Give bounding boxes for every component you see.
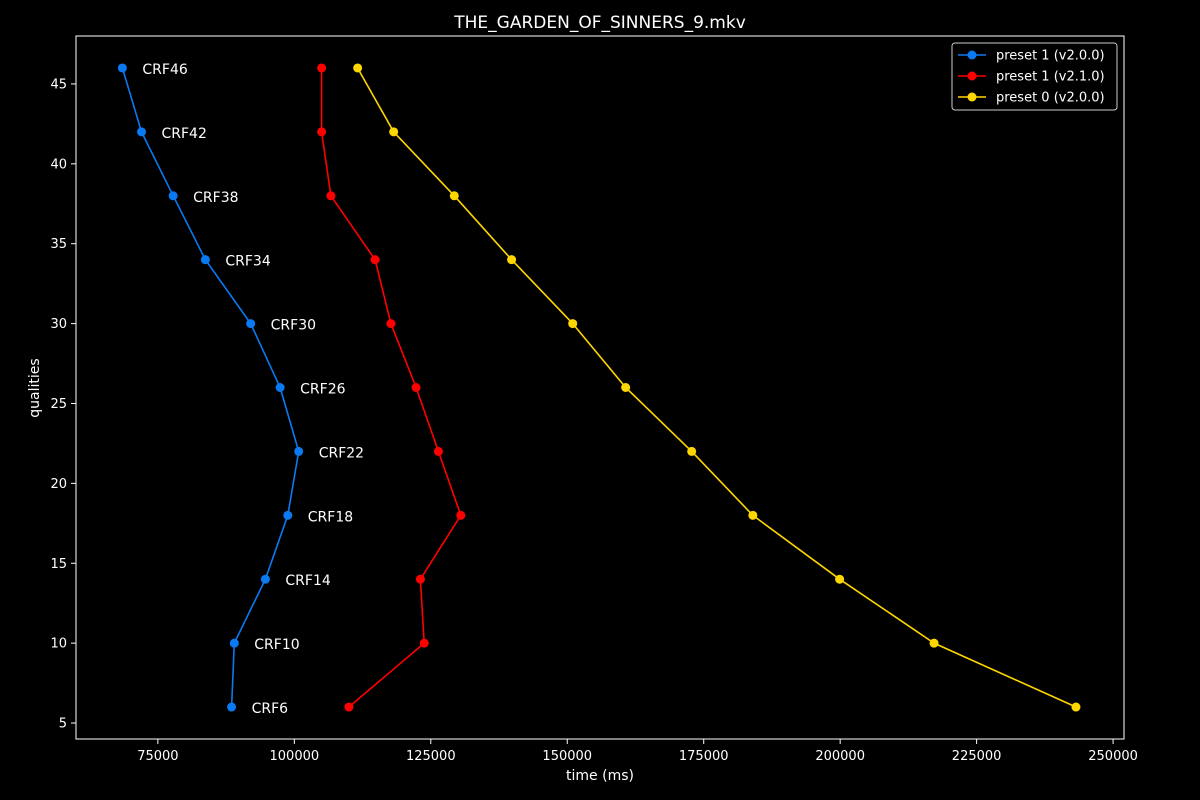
- data-point: [117, 63, 127, 73]
- data-point: [433, 446, 443, 456]
- data-point: [275, 383, 285, 392]
- data-point: [507, 255, 517, 265]
- data-point: [137, 127, 146, 137]
- y-tick-label: 30: [50, 317, 67, 332]
- legend: preset 1 (v2.0.0) preset 1 (v2.1.0) preset…: [951, 42, 1118, 111]
- legend-label: preset 1 (v2.0.0): [996, 49, 1105, 64]
- legend-marker: [967, 50, 977, 60]
- legend-marker: [967, 92, 977, 102]
- y-tick-label: 25: [50, 397, 67, 412]
- point-label: CRF42: [162, 126, 207, 142]
- point-label: CRF46: [142, 62, 187, 78]
- point-label: CRF34: [225, 254, 270, 270]
- data-point: [229, 638, 239, 648]
- data-point: [449, 191, 459, 201]
- x-tick-label: 125000: [406, 749, 456, 764]
- data-point: [260, 574, 270, 584]
- x-axis-ticks: 75000 100000 125000 150000 175000 200000 22500…: [137, 739, 1138, 764]
- data-point: [294, 446, 304, 456]
- x-tick-label: 75000: [137, 749, 178, 764]
- series-1: CRF46 CRF42 CRF38 CRF34 CRF30 CRF26 CRF22 CRF18…: [117, 62, 364, 717]
- x-axis-label: time (ms): [566, 768, 634, 784]
- data-point: [283, 510, 293, 520]
- x-tick-label: 150000: [542, 749, 592, 764]
- data-point: [200, 255, 210, 265]
- y-tick-label: 40: [50, 157, 67, 172]
- legend-label: preset 0 (v2.0.0): [996, 91, 1105, 106]
- data-point: [929, 638, 939, 648]
- point-label: CRF30: [271, 318, 316, 334]
- data-point: [419, 638, 429, 648]
- data-point: [687, 446, 697, 456]
- data-point: [568, 319, 578, 329]
- y-tick-label: 45: [50, 77, 67, 92]
- legend-item: preset 1 (v2.1.0): [958, 70, 1105, 85]
- legend-items: preset 1 (v2.0.0) preset 1 (v2.1.0) preset…: [958, 49, 1105, 106]
- data-point: [246, 319, 256, 329]
- x-tick-label: 100000: [270, 749, 320, 764]
- point-label: CRF14: [285, 573, 330, 589]
- x-tick-label: 225000: [952, 749, 1002, 764]
- data-point: [748, 510, 758, 520]
- point-label: CRF18: [308, 509, 353, 525]
- y-tick-label: 15: [50, 557, 67, 572]
- data-point: [456, 510, 466, 520]
- point-label: CRF10: [254, 637, 299, 653]
- data-point: [353, 63, 363, 73]
- legend-box: [951, 42, 1118, 111]
- series-layer: CRF46 CRF42 CRF38 CRF34 CRF30 CRF26 CRF22 CRF18…: [117, 62, 1081, 717]
- y-tick-label: 35: [50, 237, 67, 252]
- point-label: CRF22: [319, 445, 364, 461]
- plot-area-frame: [75, 35, 1125, 740]
- series-3: [353, 63, 1081, 712]
- y-axis-ticks: 5 10 15 20 25 30 35 40 45: [50, 77, 76, 732]
- point-label: CRF26: [300, 382, 345, 398]
- y-tick-label: 10: [50, 637, 67, 652]
- x-tick-label: 200000: [815, 749, 865, 764]
- data-point: [344, 702, 354, 712]
- data-point: [168, 191, 178, 201]
- series-2: [317, 63, 466, 712]
- legend-item: preset 0 (v2.0.0): [958, 91, 1105, 106]
- data-point: [415, 574, 425, 584]
- data-point: [1071, 702, 1081, 712]
- y-tick-label: 5: [59, 717, 67, 732]
- data-point: [411, 383, 421, 392]
- chart-title: THE_GARDEN_OF_SINNERS_9.mkv: [453, 13, 746, 33]
- data-point: [389, 127, 399, 137]
- data-point: [317, 63, 327, 73]
- data-point: [621, 383, 631, 392]
- y-axis-label: qualities: [27, 358, 43, 417]
- point-label: CRF6: [252, 701, 289, 717]
- data-point: [326, 191, 336, 201]
- data-point: [227, 702, 237, 712]
- point-label: CRF38: [193, 190, 238, 206]
- x-tick-label: 175000: [679, 749, 729, 764]
- legend-marker: [967, 71, 977, 81]
- data-point: [370, 255, 380, 265]
- data-point: [835, 574, 845, 584]
- x-tick-label: 250000: [1088, 749, 1138, 764]
- data-point: [386, 319, 396, 329]
- legend-item: preset 1 (v2.0.0): [958, 49, 1105, 64]
- y-tick-label: 20: [50, 477, 67, 492]
- data-point: [317, 127, 327, 137]
- legend-label: preset 1 (v2.1.0): [996, 70, 1105, 85]
